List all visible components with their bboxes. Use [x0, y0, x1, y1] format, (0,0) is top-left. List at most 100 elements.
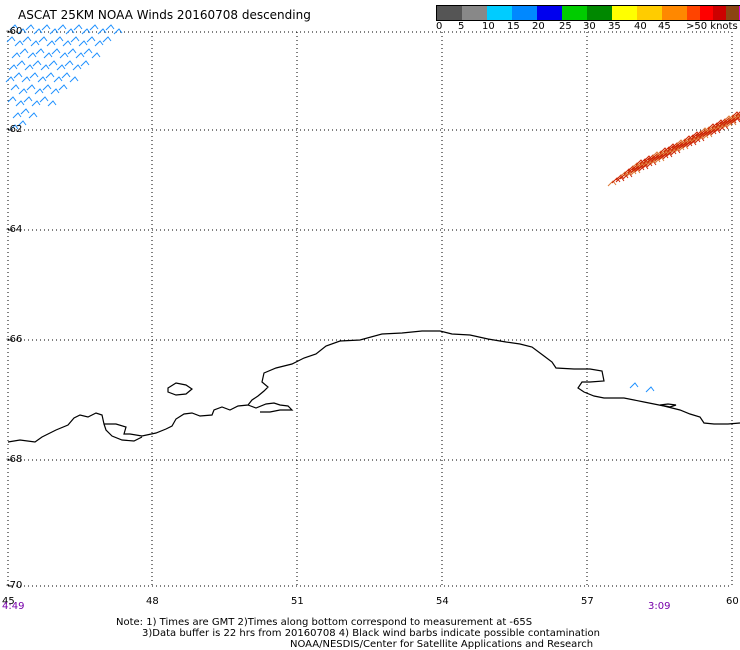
- wind-barb-west: [53, 76, 63, 83]
- wind-barb-west: [50, 88, 60, 95]
- wind-barb-east: [727, 120, 737, 127]
- wind-barb-west: [69, 76, 79, 83]
- wind-barb-west: [94, 40, 104, 47]
- wind-barb-east: [671, 142, 681, 149]
- lat-label-68: -68: [6, 454, 23, 465]
- wind-barb-west: [45, 72, 55, 79]
- wind-barb-west: [102, 36, 112, 43]
- wind-barb-west: [41, 24, 51, 31]
- wind-barb-east: [679, 142, 689, 149]
- wind-barb-west: [27, 52, 37, 59]
- wind-barb-east: [631, 168, 641, 175]
- wind-barb-west: [64, 60, 74, 67]
- colorbar-label-25: 25: [559, 21, 572, 32]
- wind-barb-east: [619, 173, 629, 180]
- wind-barb-east: [727, 118, 737, 125]
- wind-barb-east: [723, 121, 733, 128]
- wind-barb-west: [21, 76, 31, 83]
- wind-barb-east: [731, 111, 740, 118]
- wind-barb-east: [643, 159, 653, 166]
- wind-barb-east: [655, 152, 665, 159]
- wind-barb-west: [18, 88, 28, 95]
- colorbar-label-45: 45: [658, 21, 671, 32]
- lat-lon-grid: [7, 31, 733, 587]
- wind-barb-east: [727, 116, 737, 123]
- wind-barb-east: [691, 131, 701, 138]
- wind-barb-east: [623, 170, 633, 177]
- wind-barb-east: [711, 128, 721, 135]
- wind-barb-east: [643, 155, 653, 162]
- wind-barb-east: [719, 118, 729, 125]
- lat-label-70: -70: [6, 580, 23, 591]
- wind-barb-east: [623, 172, 633, 179]
- colorbar-label-30: 30: [583, 21, 596, 32]
- wind-barb-east: [643, 161, 653, 168]
- wind-barb-west: [15, 100, 25, 107]
- colorbar-swatch: [700, 6, 713, 20]
- wind-barb-west: [61, 72, 71, 79]
- wind-barb-west: [86, 36, 96, 43]
- colorbar-swatch: [537, 6, 562, 20]
- colorbar-labels: 0 5 10 15 20 25 30 35 40 45 >50 knots: [430, 21, 740, 35]
- note-line-2: 3)Data buffer is 22 hrs from 20160708 4)…: [142, 628, 600, 639]
- wind-barb-east: [703, 130, 713, 137]
- colorbar-swatch: [726, 6, 739, 20]
- wind-barb-east: [631, 166, 641, 173]
- wind-barb-west: [12, 112, 22, 119]
- lat-label-66: -66: [6, 334, 23, 345]
- wind-barb-east: [635, 159, 645, 166]
- wind-barb-east: [711, 126, 721, 133]
- wind-barb-east: [699, 133, 709, 140]
- wind-barb-west: [47, 100, 57, 107]
- wind-barb-east: [675, 145, 685, 152]
- lat-label-60: -60: [6, 26, 23, 37]
- wind-barb-east: [659, 151, 669, 158]
- wind-barb-west: [10, 84, 20, 91]
- wind-barb-east: [647, 154, 657, 161]
- coastline-peninsula: [247, 402, 294, 413]
- wind-barb-east: [607, 180, 617, 187]
- wind-barb-east: [703, 126, 713, 133]
- island-west: [167, 382, 194, 396]
- wind-barb-east: [659, 147, 669, 154]
- wind-barb-west: [28, 112, 38, 119]
- wind-barb-east: [631, 162, 641, 169]
- colorbar-swatch: [587, 6, 612, 20]
- wind-barb-east: [723, 115, 733, 122]
- wind-barb-west: [75, 52, 85, 59]
- wind-barb-west: [14, 40, 24, 47]
- wind-barb-west: [58, 84, 68, 91]
- wind-barb-east: [663, 146, 673, 153]
- antarctic-coastline: [7, 330, 740, 443]
- wind-barb-east: [727, 114, 737, 121]
- wind-barb-east: [715, 121, 725, 128]
- colorbar-swatch: [637, 6, 662, 20]
- wind-barb-east: [703, 132, 713, 139]
- wind-barb-east: [719, 124, 729, 131]
- wind-barb-west: [38, 36, 48, 43]
- note-line-1: Note: 1) Times are GMT 2)Times along bot…: [116, 617, 533, 628]
- wind-barb-west: [26, 84, 36, 91]
- wind-barb-west: [91, 52, 101, 59]
- wind-barb-east: [679, 140, 689, 147]
- wind-barb-east: [707, 125, 717, 132]
- wind-barb-west: [105, 24, 115, 31]
- wind-barb-east: [671, 144, 681, 151]
- wind-barb-east: [651, 157, 661, 164]
- wind-barb-east: [631, 164, 641, 171]
- colorbar-swatch: [562, 6, 587, 20]
- lon-label-51: 51: [291, 596, 304, 607]
- wind-barb-east: [659, 153, 669, 160]
- colorbar-label-40: 40: [634, 21, 647, 32]
- wind-barb-east: [687, 140, 697, 147]
- wind-barb-west: [46, 40, 56, 47]
- wind-barb-east: [659, 149, 669, 156]
- island-small: [659, 403, 677, 408]
- wind-speed-colorbar: [436, 5, 740, 21]
- colorbar-swatch: [687, 6, 700, 20]
- colorbar-label-5: 5: [458, 21, 465, 32]
- wind-barb-west: [54, 36, 64, 43]
- wind-barb-east: [687, 138, 697, 145]
- wind-barb-east: [639, 158, 649, 165]
